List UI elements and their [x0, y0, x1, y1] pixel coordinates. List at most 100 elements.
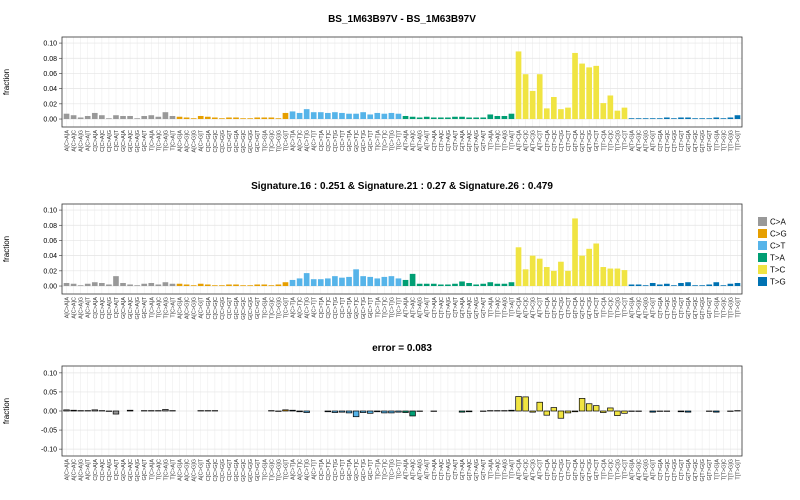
- x-tick-label: G[T>C]T: [594, 458, 600, 480]
- x-tick-label: T[C>A]C: [156, 297, 162, 318]
- bar: [614, 268, 621, 287]
- bar: [197, 283, 204, 287]
- y-axis-label: fraction: [2, 398, 11, 424]
- x-tick-label: T[C>T]G: [389, 130, 395, 151]
- bar: [275, 284, 282, 287]
- bar: [671, 285, 677, 287]
- bar: [572, 52, 578, 120]
- x-tick-label: C[C>G]A: [206, 130, 212, 152]
- bar: [169, 115, 176, 120]
- legend-swatch: [758, 241, 767, 250]
- x-tick-label: T[T>C]C: [608, 297, 614, 318]
- legend-label: T>G: [770, 278, 786, 287]
- x-tick-label: G[C>T]A: [347, 459, 353, 481]
- bar: [628, 118, 635, 120]
- bar: [190, 118, 197, 120]
- bar: [91, 112, 98, 120]
- x-tick-label: G[T>A]A: [460, 297, 466, 319]
- bar: [63, 409, 70, 412]
- bar: [578, 398, 586, 412]
- x-tick-label: T[T>A]A: [488, 297, 494, 318]
- x-tick-label: T[C>A]G: [163, 297, 169, 319]
- bar: [317, 279, 324, 287]
- bar: [162, 409, 169, 412]
- x-tick-label: T[C>A]A: [149, 130, 155, 151]
- x-tick-label: A[C>A]T: [86, 129, 92, 151]
- bar: [635, 118, 642, 120]
- bar: [685, 117, 691, 120]
- x-tick-label: G[C>G]A: [234, 297, 240, 320]
- legend-swatch: [758, 265, 767, 274]
- bar: [155, 284, 162, 287]
- x-tick-label: G[T>A]T: [481, 458, 487, 480]
- chart-title: Signature.16 : 0.251 & Signature.21 : 0.…: [251, 181, 553, 192]
- bar: [438, 284, 444, 287]
- x-tick-label: T[T>A]G: [502, 459, 508, 480]
- x-tick-label: A[C>A]T: [86, 458, 92, 480]
- x-tick-label: C[C>G]G: [220, 459, 226, 482]
- bar: [466, 117, 472, 120]
- bar: [127, 284, 133, 287]
- x-tick-label: T[T>C]G: [615, 130, 621, 151]
- legend-label: C>T: [770, 242, 785, 251]
- x-tick-label: A[T>C]G: [531, 459, 537, 481]
- x-tick-label: C[C>T]C: [326, 130, 332, 152]
- x-tick-label: G[C>G]G: [248, 297, 254, 320]
- bar: [331, 410, 339, 413]
- x-tick-label: C[T>C]G: [559, 130, 565, 152]
- bar: [247, 285, 253, 287]
- x-tick-label: C[T>A]T: [453, 296, 459, 317]
- legend-swatch: [758, 217, 767, 226]
- x-tick-label: C[T>A]C: [439, 459, 445, 480]
- bar: [148, 282, 155, 287]
- bar: [120, 115, 126, 120]
- x-tick-label: G[C>A]G: [135, 297, 141, 319]
- bar: [226, 284, 232, 287]
- x-tick-label: T[C>A]A: [149, 459, 155, 480]
- x-tick-label: A[T>A]A: [404, 130, 410, 151]
- x-tick-label: T[T>C]C: [608, 130, 614, 151]
- bar: [303, 410, 310, 413]
- x-tick-label: T[C>G]A: [262, 297, 268, 319]
- bar: [402, 279, 409, 287]
- x-tick-label: T[T>C]T: [622, 296, 628, 317]
- x-tick-label: C[C>T]A: [319, 297, 325, 319]
- x-tick-label: T[C>G]T: [283, 458, 289, 480]
- x-tick-label: G[C>T]C: [354, 130, 360, 152]
- x-tick-label: T[C>T]C: [382, 459, 388, 480]
- x-tick-label: G[C>G]C: [241, 130, 247, 153]
- bar: [487, 114, 494, 120]
- bar: [727, 283, 734, 287]
- x-tick-label: C[T>C]C: [552, 130, 558, 152]
- y-tick-label: 0.00: [43, 284, 57, 291]
- x-tick-label: A[C>A]C: [72, 297, 78, 319]
- legend-label: T>C: [770, 266, 786, 275]
- x-tick-label: C[C>G]A: [206, 459, 212, 481]
- x-tick-label: A[T>C]A: [517, 459, 523, 480]
- bar: [381, 410, 388, 414]
- bar: [204, 116, 211, 120]
- x-tick-label: A[T>C]T: [538, 296, 544, 317]
- x-tick-label: C[T>C]C: [552, 297, 558, 319]
- x-tick-label: A[C>G]G: [192, 459, 198, 481]
- bar: [134, 285, 140, 287]
- bar: [338, 410, 346, 413]
- x-tick-label: G[T>G]A: [686, 297, 692, 319]
- x-tick-label: T[C>G]T: [283, 129, 289, 151]
- x-tick-label: G[C>A]A: [121, 297, 127, 319]
- bar: [621, 107, 628, 120]
- bar: [275, 118, 282, 120]
- bar: [303, 273, 310, 287]
- bar: [261, 284, 268, 287]
- bar: [706, 118, 713, 120]
- bar: [416, 283, 423, 287]
- x-tick-label: T[T>G]A: [714, 297, 720, 318]
- bar: [678, 282, 684, 287]
- x-tick-label: T[C>T]T: [396, 296, 402, 317]
- bar: [233, 284, 239, 287]
- bar: [628, 284, 635, 287]
- bar: [345, 410, 353, 414]
- x-tick-label: G[C>A]G: [135, 459, 141, 481]
- bar: [99, 282, 105, 287]
- bar: [586, 67, 592, 120]
